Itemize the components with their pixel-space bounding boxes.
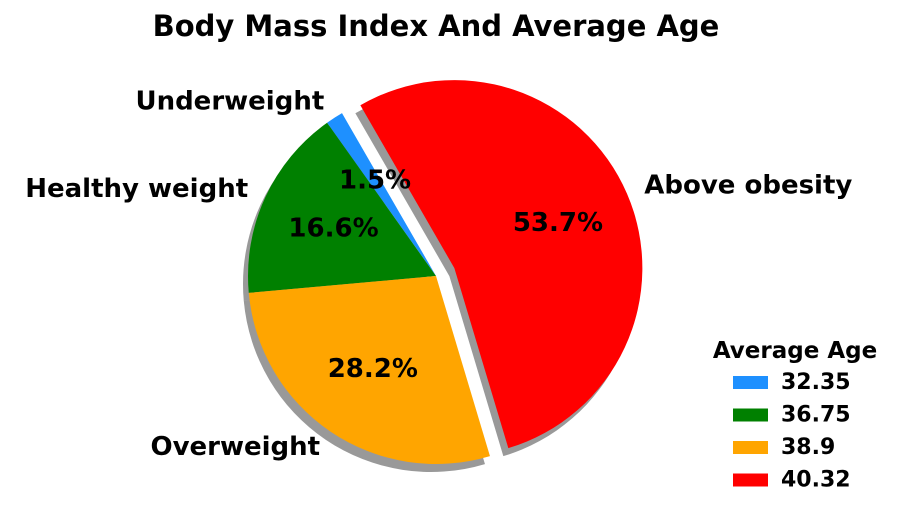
legend: Average Age 32.35 36.75 38.9 40.32 [713,338,877,493]
legend-title: Average Age [713,338,877,364]
legend-swatch-underweight [733,376,768,389]
slice-label-above-obesity: Above obesity [644,171,852,201]
slice-overweight [248,276,490,464]
legend-entry-overweight: 38.9 [781,435,835,460]
percent-label-underweight: 1.5% [339,166,411,196]
legend-swatch-above-obesity [733,473,768,487]
chart-title: Body Mass Index And Average Age [153,9,720,43]
pie-slices [248,80,643,464]
slice-underweight [327,113,436,276]
legend-swatch-overweight [733,441,768,454]
legend-swatch-healthy-weight [733,408,768,422]
percent-labels: 1.5% 16.6% 28.2% 53.7% [288,166,603,384]
legend-entry-healthy-weight: 36.75 [781,403,851,428]
slice-label-underweight: Underweight [135,86,324,116]
slice-healthy-weight [248,122,436,293]
percent-label-healthy-weight: 16.6% [288,213,378,243]
slice-labels: Underweight Healthy weight Overweight Above… [25,86,852,461]
slice-label-overweight: Overweight [150,432,320,462]
percent-label-above-obesity: 53.7% [513,208,603,238]
slice-above-obesity [360,80,643,449]
legend-entry-above-obesity: 40.32 [781,468,851,493]
legend-entry-underweight: 32.35 [781,370,851,395]
percent-label-overweight: 28.2% [328,354,418,384]
slice-label-healthy-weight: Healthy weight [25,174,248,204]
